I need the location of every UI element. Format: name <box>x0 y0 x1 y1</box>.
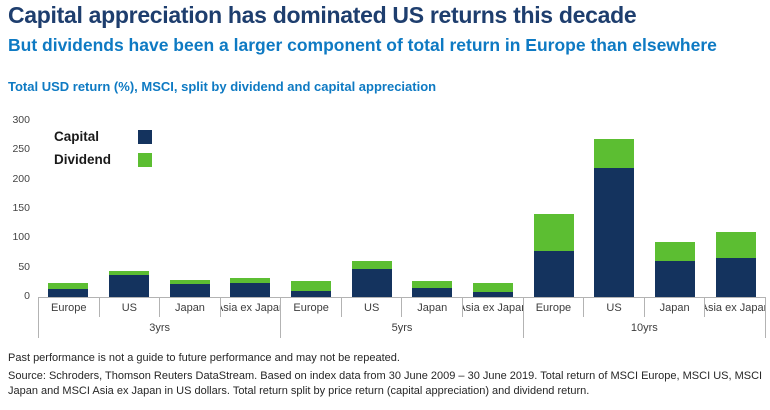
group-label-5yrs: 5yrs <box>391 321 413 334</box>
legend-item-capital: Capital <box>54 125 152 148</box>
y-tick-label-250: 250 <box>12 143 30 156</box>
category-label-asia-ex-japan-5yrs: Asia ex Japan <box>463 301 523 314</box>
bar-cell-us-5yrs <box>341 121 402 297</box>
legend-swatch-capital <box>138 129 152 144</box>
category-label-us-10yrs: US <box>584 298 645 317</box>
bar-asia-ex-japan-5yrs <box>473 282 514 297</box>
bar-segment-capital-us-5yrs <box>351 268 392 297</box>
group-label-10yrs: 10yrs <box>630 321 658 334</box>
bar-cell-japan-10yrs <box>645 121 706 297</box>
bar-cell-europe-3yrs <box>38 121 99 297</box>
bar-cell-asia-ex-japan-3yrs <box>220 121 281 297</box>
category-label-europe-10yrs: Europe <box>524 298 585 317</box>
bar-segment-dividend-asia-ex-japan-3yrs <box>230 277 271 283</box>
bar-cell-asia-ex-japan-5yrs <box>463 121 524 297</box>
bar-segment-capital-asia-ex-japan-10yrs <box>715 258 756 297</box>
footer: Past performance is not a guide to futur… <box>8 352 764 399</box>
category-label-japan-5yrs: Japan <box>402 298 464 317</box>
y-tick-label-50: 50 <box>18 260 30 273</box>
bar-cell-us-10yrs <box>584 121 645 297</box>
y-tick-label-200: 200 <box>12 172 30 185</box>
bar-segment-capital-europe-5yrs <box>291 291 331 297</box>
bar-asia-ex-japan-10yrs <box>715 232 756 297</box>
bar-segment-dividend-japan-10yrs <box>655 241 696 262</box>
x-axis-group-5yrs: EuropeUSJapanAsia ex Japan 5yrs <box>281 298 524 338</box>
bar-segment-capital-us-10yrs <box>594 167 635 297</box>
bar-cell-asia-ex-japan-10yrs <box>705 121 766 297</box>
category-label-us-5yrs: US <box>342 298 403 317</box>
bar-segment-dividend-us-10yrs <box>594 138 635 168</box>
x-axis-group-3yrs: EuropeUSJapanAsia ex Japan 3yrs <box>38 298 282 338</box>
bar-japan-10yrs <box>655 241 696 297</box>
x-axis: EuropeUSJapanAsia ex Japan3yrsEuropeUSJa… <box>38 298 766 338</box>
bar-asia-ex-japan-3yrs <box>230 277 271 297</box>
category-label-us-3yrs: US <box>100 298 161 317</box>
disclaimer-text: Past performance is not a guide to futur… <box>8 352 400 364</box>
bar-segment-capital-europe-10yrs <box>533 250 574 297</box>
legend-swatch-dividend <box>138 152 152 167</box>
bar-group-10yrs <box>523 121 766 297</box>
bar-japan-5yrs <box>412 281 453 297</box>
bar-segment-capital-japan-3yrs <box>169 284 210 297</box>
bar-us-10yrs <box>594 138 635 297</box>
bar-segment-dividend-asia-ex-japan-10yrs <box>715 232 756 259</box>
bar-cell-japan-3yrs <box>159 121 220 297</box>
bar-segment-dividend-us-5yrs <box>351 261 392 269</box>
chart-heading: Total USD return (%), MSCI, split by div… <box>8 79 437 94</box>
bar-chart: 0 50 100 150 200 250 300 Capital Dividend Europ… <box>0 115 770 339</box>
bar-segment-dividend-europe-3yrs <box>48 282 89 289</box>
bar-cell-europe-10yrs <box>523 121 584 297</box>
bar-japan-3yrs <box>169 280 210 297</box>
bar-groups <box>38 121 766 297</box>
bar-segment-dividend-asia-ex-japan-5yrs <box>473 282 514 292</box>
category-row-5yrs: EuropeUSJapanAsia ex Japan <box>281 298 523 317</box>
category-label-asia-ex-japan-10yrs: Asia ex Japan <box>705 301 765 314</box>
bar-us-5yrs <box>351 261 392 297</box>
y-tick-label-150: 150 <box>12 202 30 214</box>
y-tick-label-300: 300 <box>12 114 30 126</box>
bar-us-3yrs <box>109 271 149 297</box>
group-label-3yrs: 3yrs <box>149 321 171 334</box>
plot-area: Capital Dividend <box>38 121 766 298</box>
bar-segment-capital-europe-3yrs <box>48 288 89 297</box>
bar-segment-dividend-europe-5yrs <box>291 281 331 292</box>
bar-segment-capital-japan-5yrs <box>412 288 453 297</box>
bar-segment-dividend-us-3yrs <box>109 271 149 275</box>
bar-europe-5yrs <box>291 281 331 297</box>
bar-group-3yrs <box>38 121 281 297</box>
bar-europe-3yrs <box>48 282 89 297</box>
bar-segment-capital-asia-ex-japan-3yrs <box>230 282 271 297</box>
bar-segment-capital-asia-ex-japan-5yrs <box>473 291 514 297</box>
bar-segment-dividend-europe-10yrs <box>533 213 574 251</box>
bar-group-5yrs <box>281 121 524 297</box>
y-tick-label-0: 0 <box>24 290 30 302</box>
category-label-japan-10yrs: Japan <box>645 298 706 317</box>
category-label-europe-5yrs: Europe <box>281 298 342 317</box>
bar-segment-capital-japan-10yrs <box>655 261 696 297</box>
bar-cell-europe-5yrs <box>281 121 342 297</box>
category-row-3yrs: EuropeUSJapanAsia ex Japan <box>39 298 280 317</box>
category-label-japan-3yrs: Japan <box>160 298 221 317</box>
bar-segment-dividend-japan-3yrs <box>169 280 210 285</box>
legend-label-capital: Capital <box>54 129 100 144</box>
source-text: Source: Schroders, Thomson Reuters DataS… <box>8 370 763 398</box>
bar-europe-10yrs <box>533 213 574 297</box>
legend-item-dividend: Dividend <box>54 148 152 171</box>
bar-segment-dividend-japan-5yrs <box>412 281 453 289</box>
legend-label-dividend: Dividend <box>54 152 112 167</box>
bar-cell-us-3yrs <box>99 121 160 297</box>
page-subtitle: But dividends have been a larger compone… <box>8 35 717 55</box>
category-label-europe-3yrs: Europe <box>39 298 100 317</box>
category-label-asia-ex-japan-3yrs: Asia ex Japan <box>221 301 281 314</box>
category-row-10yrs: EuropeUSJapanAsia ex Japan <box>524 298 765 317</box>
x-axis-group-10yrs: EuropeUSJapanAsia ex Japan 10yrs <box>524 298 766 338</box>
legend: Capital Dividend <box>54 125 152 171</box>
page-title: Capital appreciation has dominated US re… <box>8 2 637 28</box>
y-axis: 0 50 100 150 200 250 300 <box>0 115 30 302</box>
bar-segment-capital-us-3yrs <box>109 274 149 297</box>
y-tick-label-100: 100 <box>12 231 30 244</box>
bar-cell-japan-5yrs <box>402 121 463 297</box>
